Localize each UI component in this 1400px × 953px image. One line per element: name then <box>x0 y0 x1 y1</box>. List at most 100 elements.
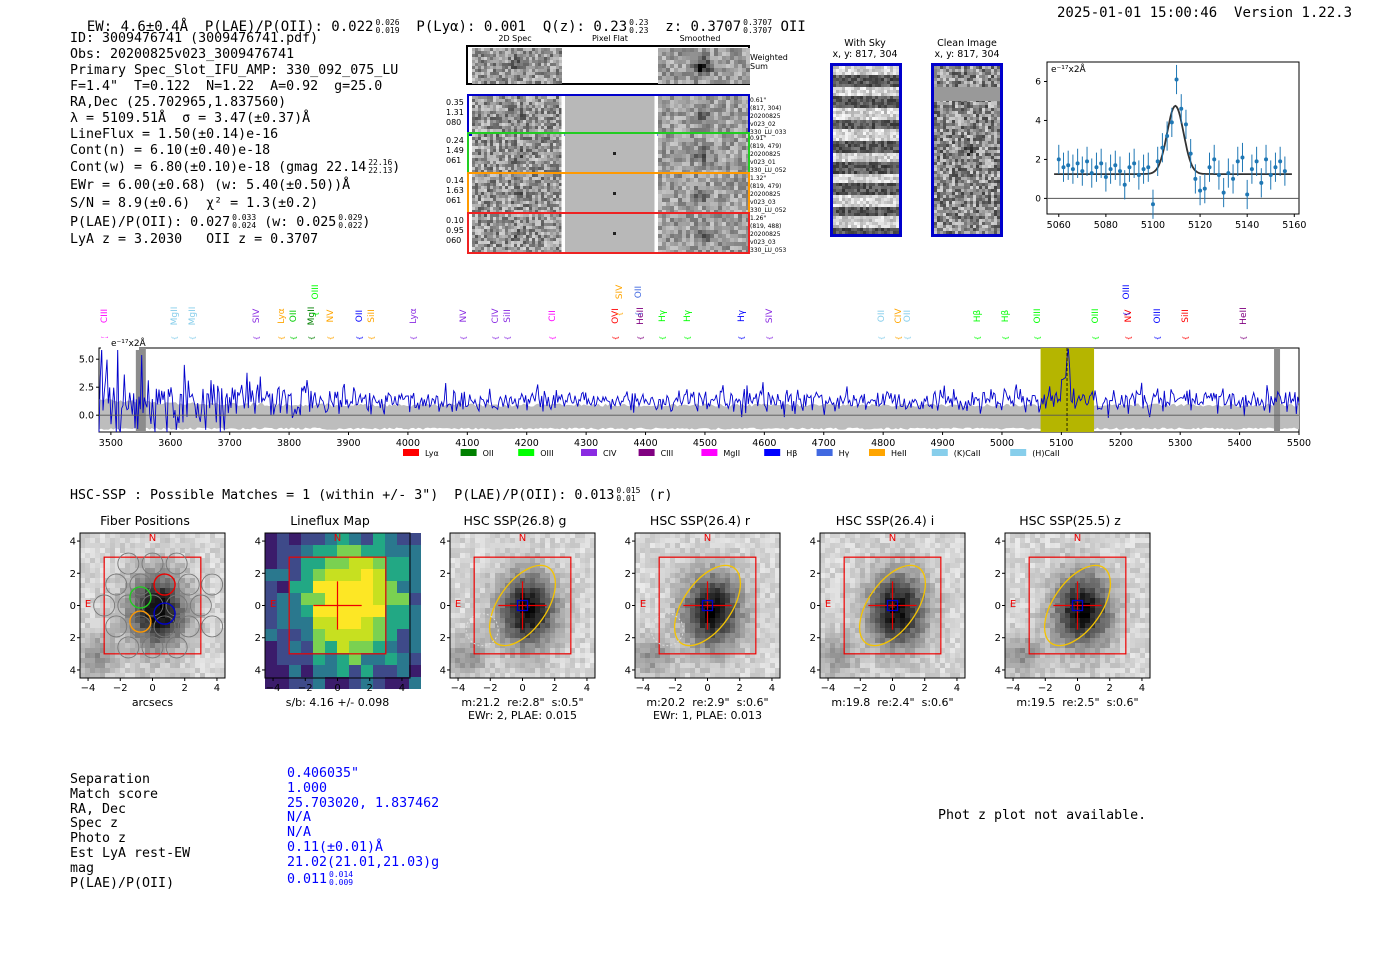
imaging-panel: Fiber Positions N E −4 −2 0 2 4 4 2 0 −2 −4 arcsecs <box>70 510 255 725</box>
spec-y-tick: 2.5 <box>79 383 94 394</box>
panel-title: HSC SSP(26.8) g <box>463 513 567 528</box>
data-point <box>1259 180 1264 185</box>
data-point <box>1070 167 1075 172</box>
zoom-frame <box>1046 61 1300 215</box>
y-tick: 4 <box>625 537 631 548</box>
panel-image: N E −4 −2 0 2 4 4 2 0 −2 −4 <box>995 532 1151 694</box>
emission-line-label: OVI{ <box>611 308 621 340</box>
x-tick: 2 <box>922 683 928 694</box>
row-right-label: 330_LU_052 <box>750 207 787 214</box>
spec-x-tick: 3800 <box>277 438 301 449</box>
data-point <box>1278 159 1283 164</box>
row-right-label: (819, 479) <box>750 183 781 190</box>
label-plae: P(LAE)/P(OII) <box>70 875 175 891</box>
with-sky-title: With Sky <box>844 38 886 49</box>
panel-caption: m:19.8 re:2.4" s:0.6" <box>831 696 954 709</box>
info-ewr: EWr = 6.00(±0.68) (w: 5.40(±0.50))Å <box>70 178 351 193</box>
north-label: N <box>334 533 341 544</box>
data-point <box>1268 173 1273 178</box>
full-spectrum-plot: CIII{MgII{MgII{SIV{Lyα{OII{MgII{OIII{NV{… <box>79 284 1311 458</box>
emission-line-label: Hβ{ <box>1001 309 1011 340</box>
x-tick: −2 <box>483 683 498 694</box>
data-point <box>1226 171 1231 176</box>
emission-line-label: MgII{ <box>188 307 198 341</box>
value-separation: 0.406035" <box>287 766 360 781</box>
match-marker <box>701 599 714 612</box>
emission-line-label: OIII{ <box>1122 284 1132 316</box>
y-tick: 0 <box>810 601 816 612</box>
panel-image: N E −4 −2 0 2 4 4 2 0 −2 −4 <box>70 532 226 694</box>
x-tick: −4 <box>1006 683 1021 694</box>
emission-line-label: OIII{ <box>1091 308 1101 340</box>
spec-x-tick: 4000 <box>396 438 420 449</box>
noise-image <box>472 174 562 213</box>
row-left-label: 1.63 <box>446 186 464 195</box>
emission-line-label: OII{ <box>289 310 299 340</box>
legend-entry: CIII <box>638 449 673 458</box>
zoom-y-tick: 2 <box>1035 155 1041 165</box>
col-title-pixelflat: Pixel Flat <box>592 34 628 43</box>
row-left-label: 061 <box>446 196 461 205</box>
row-right-label: (819, 479) <box>750 143 781 150</box>
zoom-x-tick: 5140 <box>1235 220 1259 228</box>
y-tick: 2 <box>625 569 631 580</box>
data-point <box>1202 186 1207 191</box>
weighted-label: Weighted <box>750 53 788 62</box>
fiber <box>105 615 128 638</box>
y-tick: 2 <box>70 569 76 580</box>
y-tick: −4 <box>625 665 631 676</box>
y-tick: −2 <box>995 633 1001 644</box>
value-mag: 21.02(21.01,21.03)g <box>287 854 440 870</box>
info-sn: S/N = 8.9(±0.6) χ² = 1.3(±0.2) <box>70 196 319 211</box>
fiber <box>177 573 200 596</box>
spec-x-tick: 5500 <box>1287 438 1311 449</box>
data-point <box>1085 159 1090 164</box>
north-label: N <box>889 533 896 544</box>
row-right-label: 20200825 <box>750 191 781 198</box>
fiber <box>189 594 212 617</box>
aperture-box <box>473 556 572 655</box>
header-qz: Q(z): 0.23 <box>542 19 628 35</box>
galaxy-ellipse <box>858 564 927 647</box>
spec-x-tick: 4900 <box>930 438 954 449</box>
data-point <box>1212 157 1217 162</box>
emission-line-label: SiII{ <box>367 309 377 340</box>
fiber <box>141 636 164 659</box>
data-point <box>1179 106 1184 111</box>
legend-entry: OII <box>460 449 494 458</box>
x-tick: 4 <box>584 683 590 694</box>
north-label: N <box>149 533 156 544</box>
col-title-smoothed: Smoothed <box>679 34 721 43</box>
imaging-panel: Lineflux Map N E −4 −2 0 2 4 4 2 0 −2 −4 s/b: 4.16 +/… <box>255 510 440 725</box>
ccd-clean: Clean Image x, y: 817, 304 <box>922 38 1012 238</box>
emission-line-label: NV{ <box>1124 309 1134 341</box>
y-tick: 4 <box>440 537 446 548</box>
fiber <box>117 552 140 575</box>
detection-info: ID: 3009476741 (3009476741.pdf) Obs: 202… <box>70 31 400 248</box>
data-point <box>1136 173 1141 178</box>
panel-image: N E −4 −2 0 2 4 4 2 0 −2 −4 <box>625 532 781 694</box>
noise-image <box>658 134 750 174</box>
spec-x-tick: 5100 <box>1049 438 1073 449</box>
data-point <box>1193 176 1198 181</box>
y-tick: 4 <box>995 537 1001 548</box>
panel-title: HSC SSP(26.4) r <box>649 513 751 528</box>
label-match-score: Match score <box>70 786 159 802</box>
y-tick: 4 <box>255 537 261 548</box>
value-radec: 25.703020, 1.837462 <box>287 795 440 811</box>
sum-label: Sum <box>750 62 768 71</box>
data-point <box>1122 182 1127 187</box>
fiber <box>117 636 140 659</box>
x-tick: 0 <box>334 683 340 694</box>
match-table-values: 0.406035" 1.000 25.703020, 1.837462 N/A … <box>287 766 440 886</box>
emission-line-label: MgII{ <box>307 307 317 341</box>
row-right-label: (819, 488) <box>750 223 781 230</box>
clean-gap <box>931 87 1003 101</box>
data-point <box>1103 174 1108 179</box>
spec-x-tick: 3700 <box>218 438 242 449</box>
sky-stripes <box>830 63 902 237</box>
pixel-flat-tile <box>565 134 655 172</box>
data-point <box>1132 161 1137 166</box>
label-specz: Spec z <box>70 816 119 832</box>
